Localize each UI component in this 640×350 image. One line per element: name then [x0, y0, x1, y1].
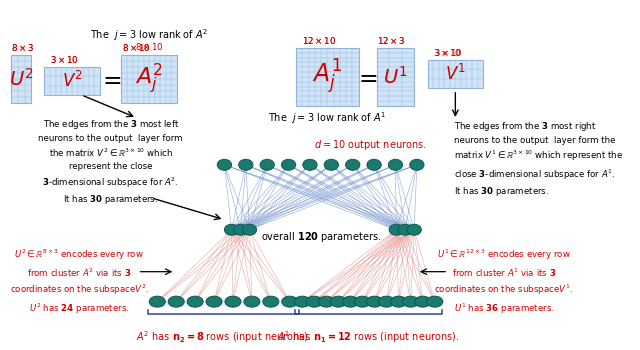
Ellipse shape: [388, 159, 403, 170]
Text: $8\times10$: $8\times10$: [122, 42, 151, 53]
Text: The edges from the $\mathbf{3}$ most right
neurons to the output  layer form the: The edges from the $\mathbf{3}$ most rig…: [454, 120, 623, 198]
Ellipse shape: [330, 296, 346, 307]
Ellipse shape: [234, 224, 248, 235]
Ellipse shape: [243, 224, 257, 235]
Ellipse shape: [303, 159, 317, 170]
Text: $d=10$ output neurons.: $d=10$ output neurons.: [314, 138, 426, 152]
Ellipse shape: [206, 296, 222, 307]
Ellipse shape: [294, 296, 310, 307]
Text: The  $j=3$ low rank of $A^1$: The $j=3$ low rank of $A^1$: [268, 110, 387, 126]
Ellipse shape: [378, 296, 395, 307]
Text: $3\times10$: $3\times10$: [50, 54, 78, 65]
Text: $12\times10$: $12\times10$: [302, 35, 336, 46]
Ellipse shape: [346, 159, 360, 170]
Text: $=$: $=$: [98, 67, 122, 91]
Text: $8\times3$: $8\times3$: [12, 42, 34, 53]
Text: The edges from the $\mathbf{3}$ most left
neurons to the output  layer form
the : The edges from the $\mathbf{3}$ most lef…: [38, 118, 183, 206]
Bar: [296, 48, 358, 106]
Text: $U^1$: $U^1$: [383, 66, 408, 88]
Text: $8\times10$: $8\times10$: [122, 42, 151, 53]
Text: $U^2$: $U^2$: [9, 68, 34, 90]
Ellipse shape: [239, 159, 253, 170]
Ellipse shape: [398, 224, 412, 235]
Ellipse shape: [260, 159, 275, 170]
Text: overall $\mathbf{120}$ parameters.: overall $\mathbf{120}$ parameters.: [261, 230, 381, 244]
Ellipse shape: [403, 296, 419, 307]
Ellipse shape: [263, 296, 279, 307]
Ellipse shape: [149, 296, 165, 307]
Text: $V^1$: $V^1$: [445, 64, 466, 84]
Ellipse shape: [324, 159, 339, 170]
Text: $A_j^1$: $A_j^1$: [312, 57, 342, 96]
Text: The  $j=3$ low rank of $A^2$: The $j=3$ low rank of $A^2$: [90, 27, 209, 43]
Ellipse shape: [407, 224, 421, 235]
Text: $U^2\in\mathbb{R}^{8\times3}$ encodes every row
from cluster $A^2$ via its $\mat: $U^2\in\mathbb{R}^{8\times3}$ encodes ev…: [10, 248, 149, 316]
Ellipse shape: [367, 159, 381, 170]
Bar: [122, 55, 177, 103]
Bar: [376, 48, 414, 106]
Ellipse shape: [410, 159, 424, 170]
Ellipse shape: [282, 159, 296, 170]
Text: $=$: $=$: [354, 65, 378, 89]
Text: $3\times10$: $3\times10$: [434, 47, 462, 58]
Bar: [12, 55, 31, 103]
Ellipse shape: [244, 296, 260, 307]
Text: $U^1\in\mathbb{R}^{12\times3}$ encodes every row
from cluster $A^1$ via its $\ma: $U^1\in\mathbb{R}^{12\times3}$ encodes e…: [435, 248, 573, 316]
Ellipse shape: [225, 296, 241, 307]
Ellipse shape: [367, 296, 383, 307]
Text: $3\times10$: $3\times10$: [50, 54, 78, 65]
Text: $12\times10$: $12\times10$: [302, 35, 336, 46]
Ellipse shape: [307, 296, 323, 307]
Text: $A^2$ has $\mathbf{n_2=8}$ rows (input neurons).: $A^2$ has $\mathbf{n_2=8}$ rows (input n…: [136, 330, 311, 345]
Ellipse shape: [217, 159, 232, 170]
Ellipse shape: [415, 296, 431, 307]
Ellipse shape: [390, 296, 406, 307]
Ellipse shape: [282, 296, 298, 307]
Ellipse shape: [355, 296, 371, 307]
Text: $8\times3$: $8\times3$: [12, 42, 34, 53]
Bar: [45, 67, 100, 95]
Ellipse shape: [342, 296, 358, 307]
Ellipse shape: [318, 296, 335, 307]
Ellipse shape: [389, 224, 403, 235]
Bar: [428, 60, 483, 88]
Text: $3\times10$: $3\times10$: [433, 47, 461, 58]
Text: $12\times3$: $12\times3$: [378, 35, 406, 46]
Text: $V^2$: $V^2$: [62, 71, 83, 91]
Text: $8\times10$: $8\times10$: [135, 41, 163, 52]
Ellipse shape: [168, 296, 184, 307]
Text: $A_j^2$: $A_j^2$: [135, 62, 163, 96]
Ellipse shape: [187, 296, 203, 307]
Ellipse shape: [225, 224, 239, 235]
Ellipse shape: [427, 296, 443, 307]
Text: $A^1$ has $\mathbf{n_1=12}$ rows (input neurons).: $A^1$ has $\mathbf{n_1=12}$ rows (input …: [277, 330, 460, 345]
Text: $12\times3$: $12\times3$: [376, 35, 405, 46]
